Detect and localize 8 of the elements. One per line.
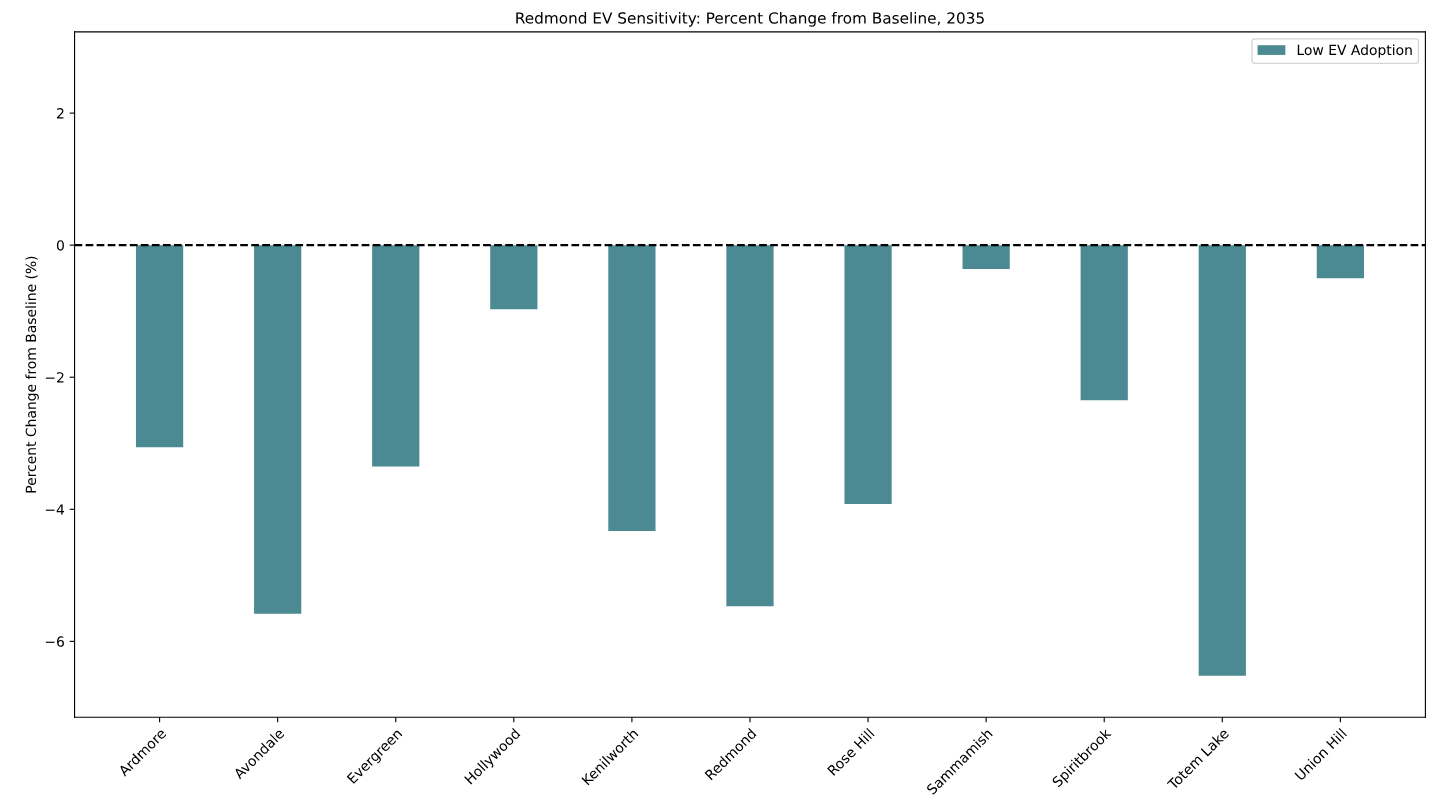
y-tick-label: −6 <box>45 636 64 647</box>
y-tick-label: −4 <box>45 504 65 515</box>
legend-label: Low EV Adoption <box>1297 44 1412 58</box>
chart-title: Redmond EV Sensitivity: Percent Change from Baseline, 2035 <box>516 11 984 27</box>
y-axis-title: Percent Change from Baseline (%) <box>25 256 39 493</box>
y-tick-label: 2 <box>57 108 64 119</box>
y-tick-label: 0 <box>56 240 64 251</box>
y-tick-label: −2 <box>45 372 64 383</box>
